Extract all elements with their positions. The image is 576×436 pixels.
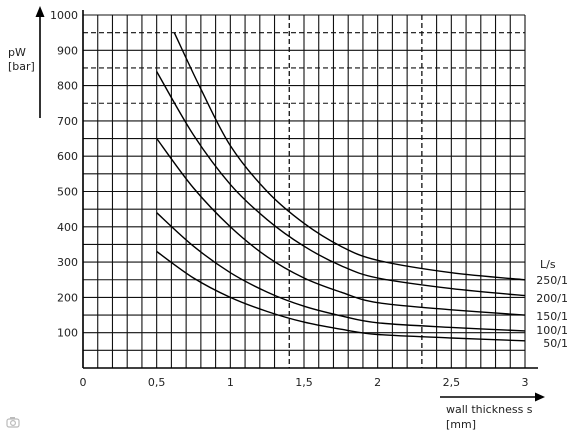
x-tick-label: 0	[80, 376, 87, 389]
grid	[82, 14, 526, 368]
watermark	[6, 414, 96, 430]
y-tick-label: 400	[57, 221, 78, 234]
curve-250-1	[173, 32, 526, 281]
camera-icon	[6, 417, 20, 428]
y-tick-label: 100	[57, 327, 78, 340]
x-tick-label: 1,5	[295, 376, 313, 389]
x-tick-label: 0,5	[148, 376, 166, 389]
y-tick-label: 900	[57, 44, 78, 57]
curve-200-1	[156, 71, 526, 297]
y-axis-label-line1: pW	[8, 46, 26, 59]
legend-entry: 200/1	[536, 292, 568, 305]
x-tick-label: 1	[227, 376, 234, 389]
x-axis-arrow-head	[535, 392, 545, 402]
y-tick-label: 600	[57, 150, 78, 163]
legend-entry: 50/1	[543, 337, 568, 350]
axis-and-legend-labels: pW [bar] wall thickness s [mm] L/s	[8, 46, 556, 431]
y-tick-label: 200	[57, 291, 78, 304]
curve-50-1	[156, 250, 526, 342]
y-axis-label-line2: [bar]	[8, 60, 35, 73]
curve-100-1	[156, 212, 526, 332]
legend-entry: 150/1	[536, 310, 568, 323]
x-axis-label-line1: wall thickness s	[446, 403, 533, 416]
y-tick-label: 300	[57, 256, 78, 269]
legend-entry: 100/1	[536, 324, 568, 337]
curve-150-1	[156, 138, 526, 316]
legend-entry: 250/1	[536, 274, 568, 287]
legend-title: L/s	[540, 258, 556, 271]
x-tick-label: 2,5	[443, 376, 461, 389]
y-tick-label: 500	[57, 186, 78, 199]
x-axis-label-line2: [mm]	[446, 418, 476, 431]
tick-labels: 0 0,5 1 1,5 2 2,5 3 100 200 300 400 500 600 700 800 900…	[50, 9, 529, 389]
axes	[35, 6, 545, 402]
x-tick-label: 3	[522, 376, 529, 389]
y-axis-arrow-head	[35, 6, 45, 17]
y-tick-label: 1000	[50, 9, 78, 22]
y-tick-label: 700	[57, 115, 78, 128]
curves	[156, 32, 526, 342]
y-tick-label: 800	[57, 80, 78, 93]
x-tick-label: 2	[374, 376, 381, 389]
